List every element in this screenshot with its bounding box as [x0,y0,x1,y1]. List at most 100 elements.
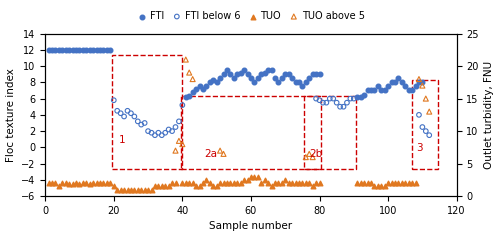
FTI [226,72,234,76]
TUO [391,181,399,185]
TUO [394,181,402,185]
Legend: FTI, FTI below 6, TUO, TUO above 5: FTI, FTI below 6, TUO, TUO above 5 [136,9,366,23]
FTI [404,89,412,92]
FTI [298,85,306,88]
TUO [353,181,361,185]
FTI [230,76,238,80]
TUO [52,181,60,185]
TUO [298,181,306,185]
Bar [112,55,182,169]
TUO [226,181,234,185]
TUO above 5 [172,149,179,153]
TUO [374,185,382,188]
FTI [415,80,423,84]
FTI [398,80,406,84]
TUO [220,181,228,185]
FTI below 6 [326,97,334,100]
FTI below 6 [425,133,433,137]
TUO [281,178,289,182]
TUO [144,188,152,191]
FTI [220,72,228,76]
TUO [216,181,224,185]
TUO [116,188,124,191]
TUO [370,185,378,188]
FTI [52,48,60,52]
FTI [353,95,361,99]
FTI below 6 [178,103,186,107]
FTI below 6 [164,128,172,131]
Text: 3: 3 [416,143,423,153]
TUO [124,188,132,191]
FTI [316,72,324,76]
FTI [377,89,385,92]
Y-axis label: Outlet turbidity, FNU: Outlet turbidity, FNU [484,61,494,169]
FTI [360,93,368,96]
FTI [100,48,108,52]
TUO above 5 [216,149,224,153]
TUO [55,185,63,188]
FTI [274,80,282,84]
TUO [264,181,272,185]
TUO [72,181,80,185]
FTI below 6 [140,121,148,125]
TUO [89,181,97,185]
TUO [412,181,420,185]
TUO [316,181,324,185]
TUO above 5 [220,152,228,156]
TUO [260,178,268,182]
TUO [312,181,320,185]
TUO [404,181,412,185]
TUO [161,185,169,188]
TUO [172,181,179,185]
FTI [380,89,388,92]
TUO [274,181,282,185]
FTI [192,87,200,91]
FTI [212,80,220,84]
TUO above 5 [425,110,433,114]
TUO [292,181,300,185]
TUO [62,181,70,185]
FTI below 6 [134,119,142,123]
FTI [89,48,97,52]
FTI [182,95,190,99]
TUO [206,181,214,185]
TUO [367,181,375,185]
FTI below 6 [148,131,156,135]
TUO [278,181,286,185]
TUO [384,181,392,185]
TUO above 5 [422,97,430,100]
FTI below 6 [350,97,358,100]
FTI [76,48,84,52]
TUO [110,185,118,188]
TUO above 5 [178,142,186,146]
TUO above 5 [182,58,190,61]
FTI [271,76,279,80]
TUO [288,181,296,185]
TUO [377,185,385,188]
FTI [408,89,416,92]
FTI below 6 [175,119,183,123]
FTI [185,94,193,98]
FTI below 6 [151,133,159,137]
TUO [199,181,207,185]
TUO [271,181,279,185]
FTI below 6 [418,125,426,129]
TUO [380,185,388,188]
TUO [79,181,87,185]
FTI [254,76,262,80]
TUO [196,185,203,188]
FTI [284,72,292,76]
FTI [288,76,296,80]
TUO [185,181,193,185]
TUO [106,181,114,185]
FTI [236,71,244,74]
FTI [62,48,70,52]
TUO above 5 [175,139,183,143]
TUO above 5 [305,152,313,156]
Bar [180,96,321,169]
FTI [367,89,375,92]
TUO [76,182,84,186]
TUO [120,188,128,191]
TUO [398,181,406,185]
FTI [188,90,196,94]
